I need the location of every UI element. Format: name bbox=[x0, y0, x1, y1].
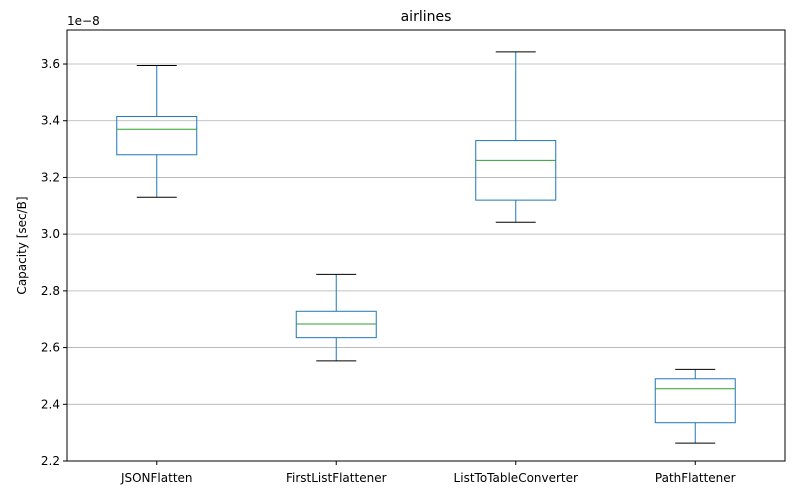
x-tick-label: PathFlattener bbox=[655, 471, 736, 485]
x-tick-label: ListToTableConverter bbox=[454, 471, 578, 485]
box-group bbox=[295, 273, 377, 362]
x-tick-label: FirstListFlattener bbox=[286, 471, 387, 485]
y-tick-label: 3.6 bbox=[41, 57, 60, 71]
y-tick-label: 3.4 bbox=[41, 114, 60, 128]
y-tick-label: 2.2 bbox=[41, 454, 60, 468]
box-group bbox=[475, 51, 557, 223]
iqr-box bbox=[654, 378, 736, 424]
box-group bbox=[654, 368, 736, 444]
box-group bbox=[116, 64, 198, 198]
x-tick-label: JSONFlatten bbox=[120, 471, 193, 485]
y-axis: 2.2 2.4 2.6 2.8 3.0 3.2 3.4 3.6 bbox=[41, 57, 67, 468]
y-tick-label: 2.4 bbox=[41, 397, 60, 411]
iqr-box bbox=[116, 115, 198, 156]
chart-title: airlines bbox=[401, 9, 452, 25]
x-axis: JSONFlatten FirstListFlattener ListToTable… bbox=[120, 461, 736, 485]
y-axis-label: Capacity [sec/B] bbox=[15, 196, 29, 294]
grid-lines bbox=[67, 63, 785, 405]
y-tick-label: 3.2 bbox=[41, 170, 60, 184]
box-series bbox=[116, 51, 736, 444]
y-tick-label: 2.6 bbox=[41, 341, 60, 355]
plot-area-frame bbox=[66, 29, 786, 462]
y-offset-label: 1e−8 bbox=[67, 14, 100, 28]
y-tick-label: 2.8 bbox=[41, 284, 60, 298]
y-tick-label: 3.0 bbox=[41, 227, 60, 241]
iqr-box bbox=[475, 140, 557, 201]
